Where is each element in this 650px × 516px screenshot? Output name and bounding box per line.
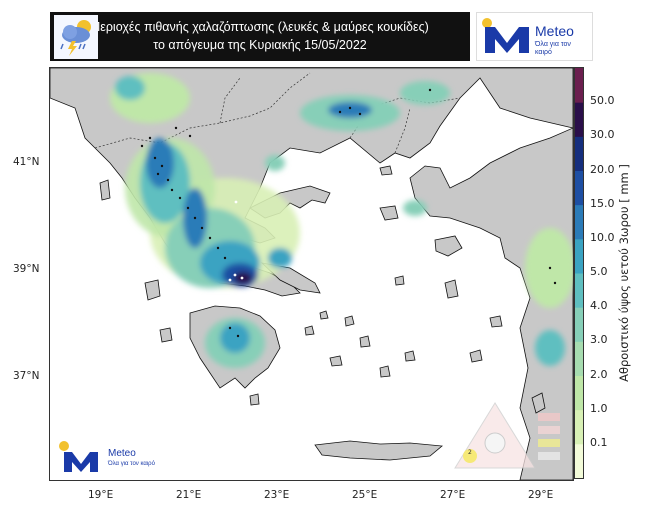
lat-label-41: 41°N xyxy=(13,156,40,168)
colorbar-segment xyxy=(575,136,583,171)
rhodes xyxy=(531,392,546,414)
colorbar-tick-label: 30.0 xyxy=(590,128,615,142)
colorbar-segment xyxy=(575,204,583,240)
lesvos xyxy=(434,235,463,257)
lat-label-39: 39°N xyxy=(13,263,40,275)
colorbar-segment xyxy=(575,409,583,445)
hazard-legend-number: 2 xyxy=(468,449,472,456)
colorbar-segment xyxy=(575,170,583,206)
meteo-logo-icon xyxy=(482,18,529,53)
limnos xyxy=(379,205,399,221)
watermark-logo-name: Meteo xyxy=(108,448,136,459)
colorbar-tick-label: 5.0 xyxy=(590,265,608,278)
crete xyxy=(314,440,443,461)
lon-label-21: 21°E xyxy=(176,489,202,501)
colorbar-segment xyxy=(575,375,583,411)
lat-label-37: 37°N xyxy=(13,370,40,382)
colorbar-tick-label: 10.0 xyxy=(590,230,615,244)
colorbar-tick-label: 3.0 xyxy=(590,333,608,347)
logo-tagline: Όλα για τον καιρό xyxy=(535,41,571,56)
colorbar-segment xyxy=(575,102,583,137)
watermark-logo-tagline: Όλα για τον καιρό xyxy=(108,461,155,467)
colorbar-segment xyxy=(575,238,583,274)
colorbar-gradient xyxy=(575,68,583,479)
colorbar-tick-label: 20.0 xyxy=(590,162,615,176)
lon-label-25: 25°E xyxy=(352,489,378,501)
colorbar-segment xyxy=(575,273,583,308)
hazard-legend-graphic xyxy=(454,402,560,469)
precipitation-field xyxy=(110,73,573,368)
colorbar xyxy=(574,67,584,479)
chios xyxy=(444,279,459,299)
meteo-logo: Meteo Όλα για τον καιρό xyxy=(476,12,593,61)
kefalonia xyxy=(144,279,161,301)
hail-dots-white xyxy=(228,200,244,282)
colorbar-segment xyxy=(575,68,583,103)
storm-cloud-icon xyxy=(54,15,98,59)
map-header: Περιοχές πιθανής χαλαζόπτωσης (λευκές & … xyxy=(50,12,593,61)
watermark-logo xyxy=(59,441,98,472)
title-banner: Περιοχές πιθανής χαλαζόπτωσης (λευκές & … xyxy=(50,12,470,61)
colorbar-tick-label: 50.0 xyxy=(590,94,615,108)
map-svg xyxy=(50,68,573,480)
colorbar-tick-label: 0.1 xyxy=(590,435,608,449)
title-line-2: το απόγευμα της Κυριακής 15/05/2022 xyxy=(153,38,367,52)
lon-label-23: 23°E xyxy=(264,489,290,501)
lon-label-27: 27°E xyxy=(440,489,466,501)
colorbar-tick-label: 1.0 xyxy=(590,401,608,415)
colorbar-title: Αθροιστικό ύψος υετού 3ωρου [ mm ] xyxy=(617,164,631,382)
map-area: Meteo Όλα για τον καιρό 2 xyxy=(49,67,574,481)
colorbar-tick-label: 2.0 xyxy=(590,367,608,381)
colorbar-segment xyxy=(575,307,583,342)
corfu xyxy=(99,179,111,201)
colorbar-tick-label: 15.0 xyxy=(590,196,615,210)
anatolia xyxy=(409,127,573,480)
lon-label-19: 19°E xyxy=(88,489,114,501)
colorbar-segment xyxy=(575,341,583,376)
logo-name: Meteo xyxy=(535,23,574,39)
hail-dots xyxy=(140,88,557,338)
thasos xyxy=(379,165,393,176)
colorbar-tick-label: 4.0 xyxy=(590,299,608,313)
title-line-1: Περιοχές πιθανής χαλαζόπτωσης (λευκές & … xyxy=(91,20,429,34)
colorbar-segment xyxy=(575,443,583,479)
zakynthos xyxy=(159,327,173,343)
lon-label-29: 29°E xyxy=(528,489,554,501)
